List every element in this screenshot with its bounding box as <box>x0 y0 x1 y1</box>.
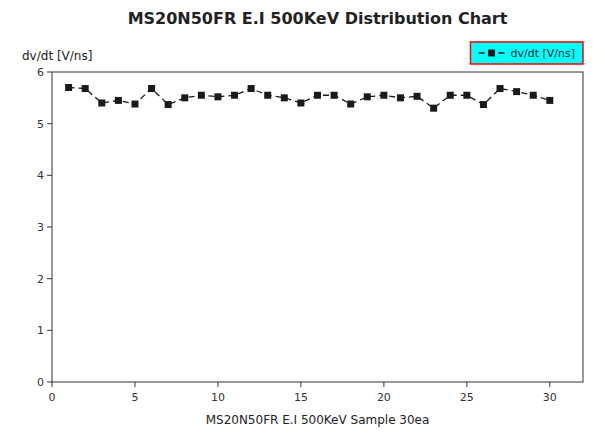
x-tick <box>383 382 384 387</box>
x-axis-label: MS20N50FR E.I 500KeV Sample 30ea <box>206 413 430 427</box>
plot-frame <box>52 72 583 382</box>
data-point <box>115 97 122 104</box>
y-tick <box>47 227 52 228</box>
y-tick-label: 0 <box>37 376 44 389</box>
x-tick-label: 30 <box>543 391 557 404</box>
y-tick-label: 5 <box>37 118 44 131</box>
title: MS20N50FR E.I 500KeV Distribution Chart <box>128 9 508 28</box>
data-point <box>430 105 437 112</box>
data-point <box>148 85 155 92</box>
x-tick-label: 25 <box>460 391 474 404</box>
background <box>0 0 605 434</box>
y-axis-label: dv/dt [V/ns] <box>22 49 92 63</box>
data-point <box>297 100 304 107</box>
y-tick <box>47 278 52 279</box>
data-point <box>314 92 321 99</box>
x-tick-label: 10 <box>211 391 225 404</box>
y-tick-label: 1 <box>37 324 44 337</box>
data-point <box>248 85 255 92</box>
data-point <box>364 93 371 100</box>
x-tick-label: 0 <box>49 391 56 404</box>
series-line <box>69 88 550 109</box>
data-point <box>513 88 520 95</box>
data-point <box>331 92 338 99</box>
x-tick-label: 5 <box>131 391 138 404</box>
y-tick-label: 3 <box>37 221 44 234</box>
data-point <box>463 92 470 99</box>
plot-area <box>65 84 553 112</box>
data-point <box>380 92 387 99</box>
y-tick <box>47 382 52 383</box>
x-tick <box>52 382 53 387</box>
data-point <box>214 93 221 100</box>
data-point <box>497 85 504 92</box>
y-tick-label: 4 <box>37 169 44 182</box>
x-tick <box>549 382 550 387</box>
x-tick-label: 15 <box>294 391 308 404</box>
y-tick <box>47 175 52 176</box>
data-point <box>231 92 238 99</box>
chart: MS20N50FR E.I 500KeV Distribution Chart d… <box>0 0 605 434</box>
y-tick-label: 6 <box>37 66 44 79</box>
x-tick <box>134 382 135 387</box>
legend: dv/dt [V/ns] <box>470 42 583 64</box>
y-tick-label: 2 <box>37 273 44 286</box>
x-tick-label: 20 <box>377 391 391 404</box>
data-point <box>181 94 188 101</box>
y-tick <box>47 330 52 331</box>
x-tick <box>466 382 467 387</box>
data-point <box>264 92 271 99</box>
data-point <box>414 93 421 100</box>
data-point <box>546 97 553 104</box>
data-point <box>131 101 138 108</box>
x-tick <box>300 382 301 387</box>
data-point <box>447 92 454 99</box>
y-tick <box>47 72 52 73</box>
y-tick <box>47 123 52 124</box>
data-point <box>82 85 89 92</box>
data-point <box>198 92 205 99</box>
data-point <box>347 101 354 108</box>
data-point <box>480 101 487 108</box>
legend-marker <box>488 50 495 57</box>
data-point <box>165 101 172 108</box>
x-tick <box>217 382 218 387</box>
data-point <box>530 92 537 99</box>
data-point <box>98 100 105 107</box>
data-point <box>65 84 72 91</box>
data-point <box>397 94 404 101</box>
legend-label: dv/dt [V/ns] <box>510 47 575 60</box>
data-point <box>281 94 288 101</box>
legend-box <box>470 42 583 64</box>
